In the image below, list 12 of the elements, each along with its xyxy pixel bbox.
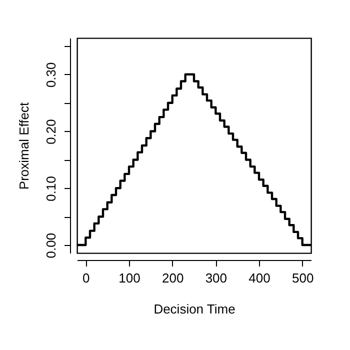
x-tick-label: 400 xyxy=(248,270,270,286)
x-tick-label: 300 xyxy=(205,270,228,286)
y-tick-label: 0.00 xyxy=(44,232,58,258)
y-tick-label: 0.20 xyxy=(44,119,58,144)
y-axis-title: Proximal Effect xyxy=(16,102,32,190)
x-tick-label: 100 xyxy=(118,270,140,286)
y-tick-label: 0.30 xyxy=(44,62,58,88)
x-tick-label: 0 xyxy=(82,270,90,286)
x-tick-label: 500 xyxy=(292,270,314,286)
y-tick-label: 0.10 xyxy=(44,176,58,202)
x-tick-label: 200 xyxy=(162,270,184,286)
x-axis-title: Decision Time xyxy=(154,302,236,316)
